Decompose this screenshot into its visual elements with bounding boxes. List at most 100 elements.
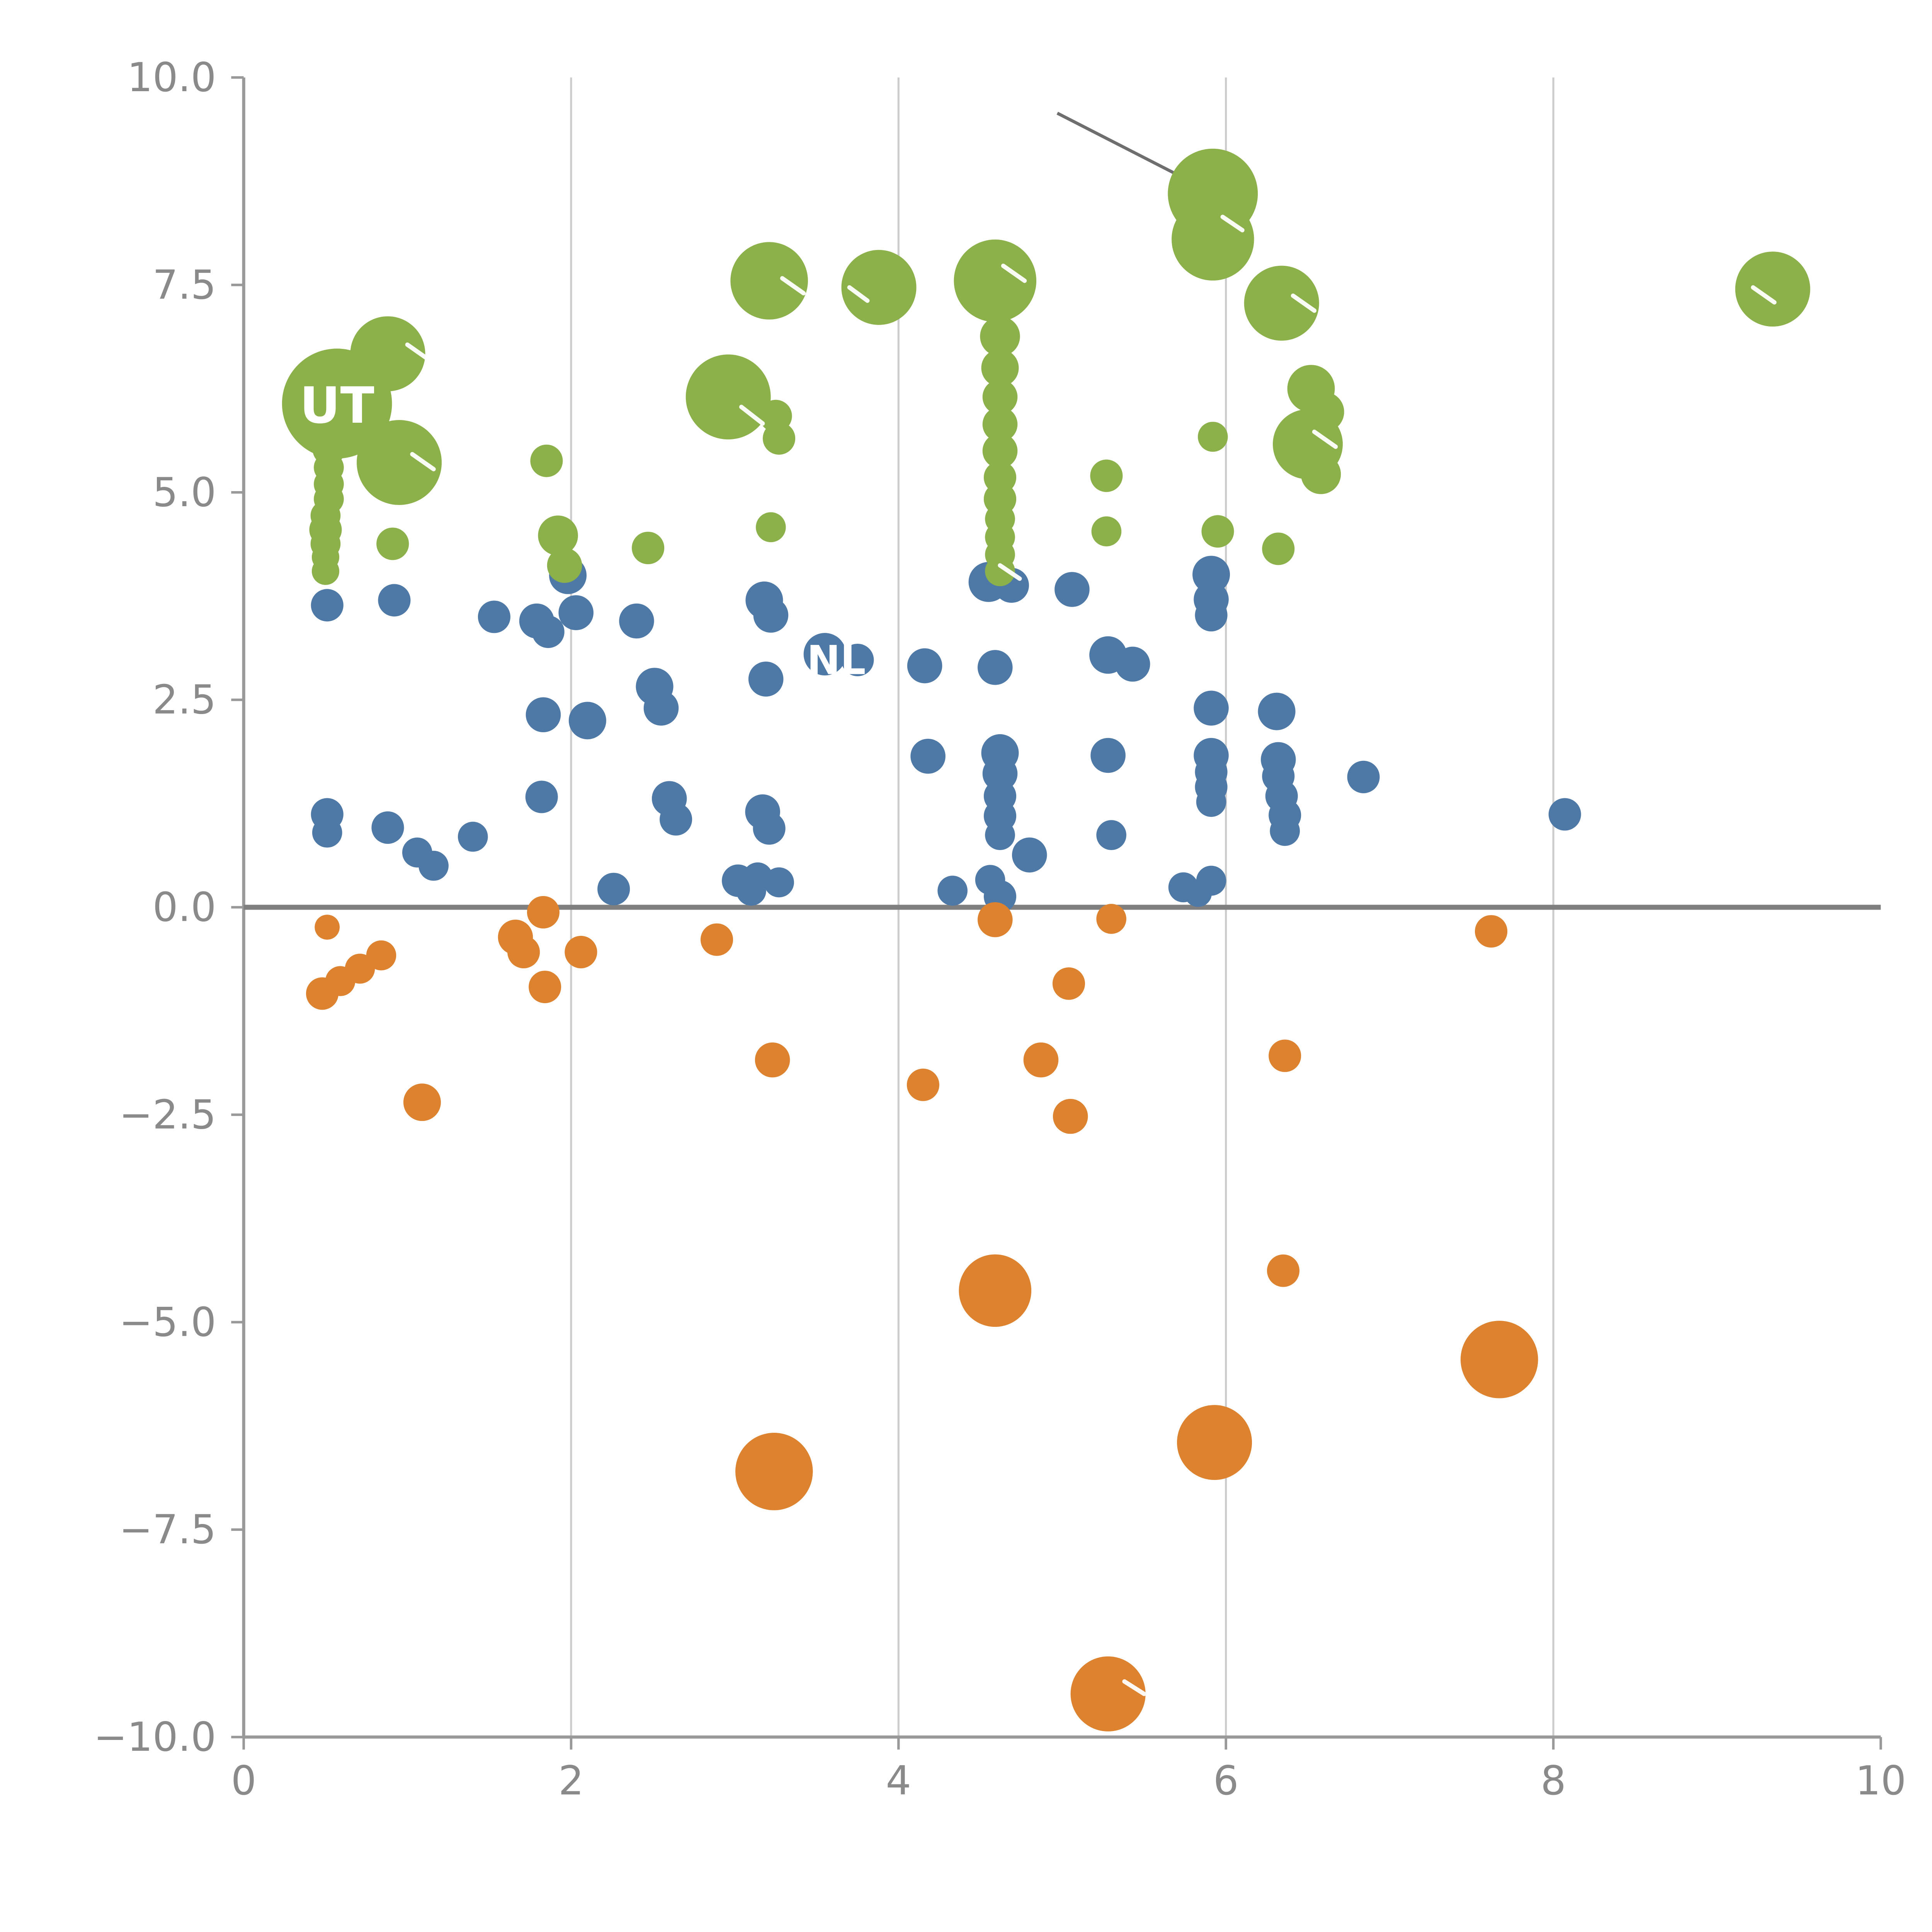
- bubble-green: [763, 422, 796, 455]
- bubble-green: [632, 532, 665, 565]
- bubble-blue: [1196, 866, 1226, 896]
- y-tick-label: −5.0: [119, 1299, 216, 1345]
- bubble-blue: [525, 781, 558, 813]
- bubble-blue: [1270, 816, 1300, 846]
- bubble-blue: [1090, 738, 1126, 773]
- bubble-label-fragment: [780, 276, 806, 296]
- x-tick-label: 0: [231, 1758, 257, 1804]
- bubble-green: [685, 354, 771, 440]
- bubble-label-fragment: [998, 563, 1022, 581]
- bubble-green: [1201, 515, 1234, 548]
- bubble-green: [982, 433, 1018, 469]
- y-tick-label: 5.0: [153, 469, 216, 516]
- bubble-green: [538, 515, 578, 556]
- bubble-orange: [507, 935, 540, 969]
- bubble-label-fragment: [410, 452, 436, 471]
- x-tick-label: 2: [558, 1758, 584, 1804]
- bubble-orange: [403, 1083, 441, 1121]
- bubble-blue: [558, 595, 594, 630]
- bubble-blue: [985, 820, 1015, 850]
- bubble-orange: [366, 940, 396, 971]
- bubble-blue: [764, 867, 794, 898]
- bubble-blue: [526, 697, 561, 733]
- bubble-blue: [937, 876, 968, 906]
- bubble-green: [1172, 198, 1254, 281]
- x-tick-label: 4: [886, 1758, 911, 1804]
- bubble-blue: [803, 633, 846, 675]
- bubble-blue: [753, 812, 786, 845]
- bubble-green: [1091, 516, 1122, 546]
- bubble-blue: [312, 817, 342, 848]
- bubble-blue: [910, 738, 946, 774]
- bubble-blue: [753, 597, 789, 633]
- bubble-green: [1198, 422, 1228, 452]
- bubble-blue: [1195, 599, 1228, 632]
- y-tick-label: −10.0: [94, 1714, 216, 1760]
- bubble-orange: [527, 896, 560, 929]
- bubble-blue: [597, 872, 630, 905]
- bubble-blue: [532, 615, 565, 648]
- bubble-blue: [311, 589, 344, 622]
- bubble-green: [1301, 454, 1341, 494]
- bubble-orange: [1460, 1321, 1538, 1398]
- bubble-green: [1244, 265, 1319, 341]
- bubble-blue: [478, 600, 510, 633]
- bubble-blue: [978, 650, 1013, 685]
- bubble-label-fragment: [1001, 264, 1027, 283]
- bubble-orange: [1269, 1039, 1301, 1072]
- bubble-orange: [1267, 1254, 1300, 1287]
- bubble-green: [980, 316, 1020, 357]
- x-tick-label: 10: [1855, 1758, 1906, 1804]
- bubble-green: [981, 349, 1019, 387]
- bubble-blue: [1115, 646, 1150, 682]
- bubble-orange: [978, 902, 1013, 937]
- bubble-orange: [755, 1042, 790, 1078]
- bubble-label: NL: [807, 637, 866, 684]
- bubble-green: [1262, 532, 1295, 565]
- bubble-blue: [1196, 787, 1226, 817]
- bubble-green: [530, 444, 563, 477]
- bubble-label: UT: [300, 376, 374, 435]
- bubble-label-fragment: [1122, 1679, 1146, 1696]
- bubble-orange: [565, 935, 597, 969]
- bubble-blue: [1258, 692, 1296, 730]
- bubble-orange: [1052, 967, 1085, 1000]
- bubble-label-fragment: [1751, 285, 1777, 305]
- bubble-orange: [1177, 1405, 1252, 1480]
- bubble-blue: [1192, 556, 1230, 594]
- bubble-green: [756, 512, 786, 543]
- y-tick-label: 7.5: [153, 262, 216, 308]
- bubble-blue: [1347, 760, 1380, 793]
- bubble-orange: [1475, 915, 1508, 948]
- y-tick-label: 0.0: [153, 884, 216, 931]
- bubble-blue: [748, 662, 784, 697]
- bubble-blue: [1012, 837, 1047, 872]
- bubble-green: [1090, 459, 1123, 492]
- bubble-blue: [371, 811, 404, 844]
- bubble-green: [982, 406, 1018, 442]
- bubble-green: [841, 250, 917, 325]
- bubble-blue: [418, 850, 449, 881]
- bubble-blue: [907, 648, 942, 684]
- bubble-blue: [1054, 572, 1090, 607]
- bubble-orange: [1053, 1099, 1088, 1134]
- bubble-blue: [568, 702, 606, 740]
- y-tick-label: −7.5: [119, 1507, 216, 1553]
- bubble-orange: [1023, 1042, 1059, 1078]
- bubble-blue: [643, 690, 679, 726]
- y-tick-label: 2.5: [153, 677, 216, 723]
- x-tick-label: 8: [1541, 1758, 1566, 1804]
- bubble-blue: [1096, 820, 1126, 850]
- bubble-blue: [1194, 690, 1229, 726]
- bubble-green: [547, 548, 582, 583]
- bubble-orange: [1070, 1656, 1146, 1731]
- bubble-orange: [529, 971, 561, 1003]
- bubble-green: [1735, 252, 1810, 327]
- y-tick-label: 10.0: [127, 54, 216, 101]
- bubble-label-fragment: [1291, 293, 1317, 313]
- bubble-label-fragment: [1220, 214, 1245, 233]
- bubble-blue: [457, 821, 488, 852]
- bubble-green: [357, 420, 442, 505]
- x-tick-label: 6: [1213, 1758, 1239, 1804]
